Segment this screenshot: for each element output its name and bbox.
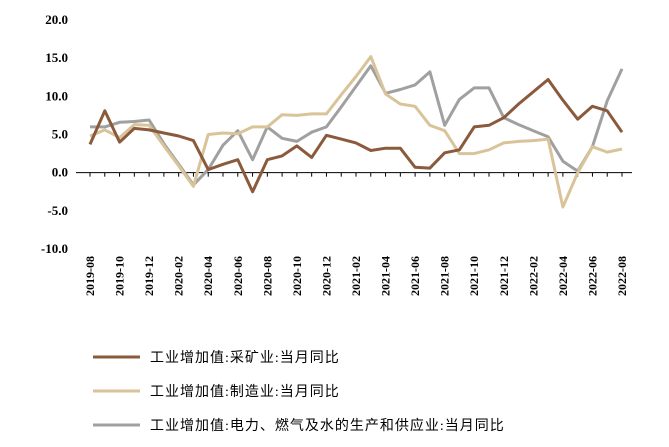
x-tick-label: 2020-06 (231, 256, 245, 296)
x-tick-label: 2020-08 (260, 256, 274, 296)
x-tick-label: 2022-02 (526, 256, 540, 296)
x-tick-label: 2021-06 (408, 256, 422, 296)
x-tick-label: 2020-12 (319, 256, 333, 296)
legend-label: 工业增加值:制造业:当月同比 (150, 384, 340, 400)
series-line (89, 55, 623, 209)
legend-label: 工业增加值:电力、燃气及水的生产和供应业:当月同比 (150, 417, 505, 434)
x-tick-label: 2020-02 (172, 256, 186, 296)
x-tick-label: 2022-04 (556, 256, 570, 296)
x-tick-label: 2021-08 (438, 256, 452, 296)
x-tick-label: 2022-08 (615, 256, 629, 296)
x-tick-label: 2021-12 (497, 256, 511, 296)
y-tick-label: 0.0 (52, 165, 68, 180)
y-tick-label: -5.0 (47, 203, 68, 218)
y-tick-label: 5.0 (52, 127, 68, 142)
series-line (88, 78, 624, 194)
x-tick-label: 2020-10 (290, 256, 304, 296)
legend-label: 工业增加值:采矿业:当月同比 (150, 350, 340, 366)
x-tick-label: 2019-10 (113, 256, 127, 296)
y-tick-label: 20.0 (45, 12, 68, 27)
x-tick-label: 2021-10 (467, 256, 481, 296)
y-tick-label: 15.0 (45, 50, 68, 65)
x-tick-label: 2021-04 (379, 256, 393, 296)
x-tick-label: 2019-12 (142, 256, 156, 296)
x-tick-label: 2021-02 (349, 256, 363, 296)
x-tick-label: 2019-08 (83, 256, 97, 296)
x-tick-label: 2022-06 (585, 256, 599, 296)
y-tick-label: -10.0 (41, 241, 68, 256)
x-tick-label: 2020-04 (201, 256, 215, 296)
y-tick-label: 10.0 (45, 88, 68, 103)
